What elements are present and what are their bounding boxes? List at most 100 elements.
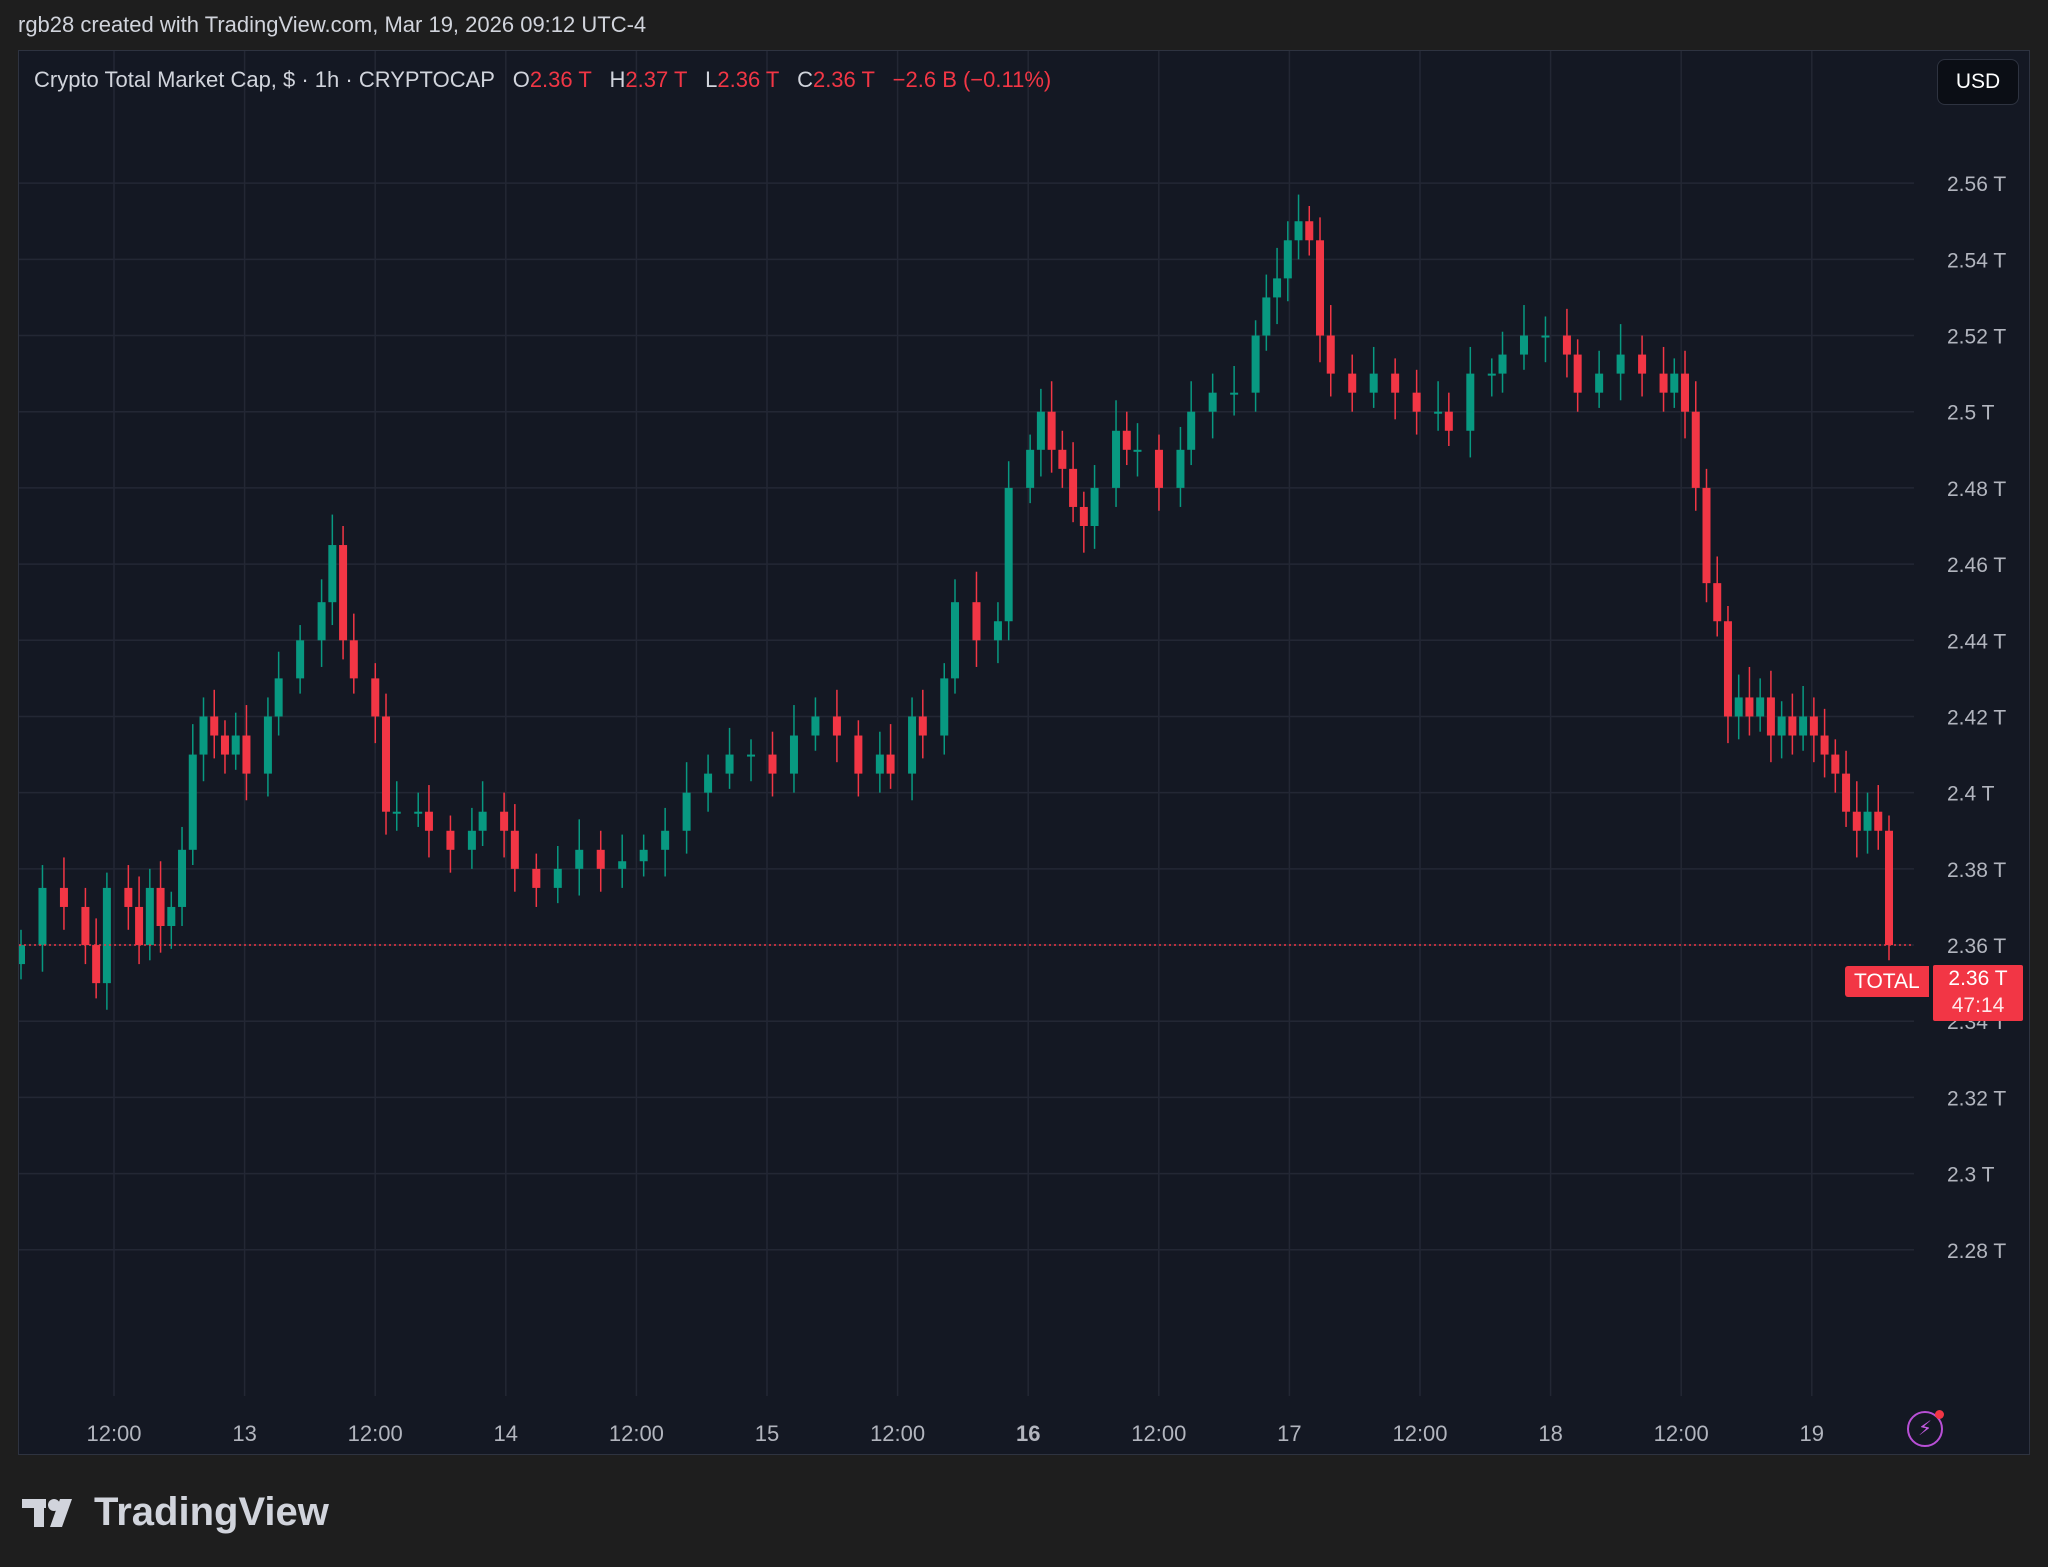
candle — [618, 834, 627, 888]
candle — [1026, 434, 1035, 504]
candle — [1112, 400, 1121, 507]
candle — [832, 689, 841, 763]
candle — [1659, 346, 1668, 412]
candle — [81, 887, 90, 965]
candle — [274, 651, 283, 736]
price-tick-label: 2.32 T — [1947, 1087, 2006, 1110]
candle — [199, 697, 208, 782]
candle — [1498, 331, 1507, 393]
time-axis[interactable]: 12:00 13 12:00 14 12:00 15 12:00 16 12:00 17 12:00… — [86, 1421, 1824, 1446]
candle — [1294, 194, 1303, 260]
candle — [1273, 247, 1282, 325]
candles — [19, 194, 1893, 1010]
candle — [993, 602, 1002, 664]
tradingview-brand[interactable]: TradingView — [22, 1490, 329, 1535]
candle — [811, 697, 820, 751]
candle — [510, 804, 519, 892]
candle — [500, 792, 509, 858]
candle — [414, 792, 423, 827]
candle — [908, 697, 917, 801]
symbol-legend[interactable]: Crypto Total Market Cap, $ · 1h · CRYPTO… — [34, 67, 1051, 93]
candle — [1799, 686, 1808, 751]
candle — [1262, 274, 1271, 351]
candle — [1723, 606, 1732, 744]
price-tick-label: 2.5 T — [1947, 402, 1995, 425]
candle — [1391, 358, 1400, 420]
candle — [1326, 305, 1335, 397]
notification-dot — [1935, 1410, 1944, 1419]
candle — [135, 876, 144, 965]
candle — [972, 571, 981, 667]
bar-countdown: 47:14 — [1951, 994, 2005, 1017]
candle — [446, 815, 455, 873]
candle — [1691, 381, 1700, 511]
candle — [1852, 781, 1861, 858]
time-tick-label: 12:00 — [1392, 1421, 1447, 1446]
candle — [1756, 678, 1765, 732]
candle — [1487, 358, 1496, 397]
candle — [886, 724, 895, 789]
candle — [639, 834, 648, 877]
change-value: −2.6 B (−0.11%) — [892, 67, 1052, 92]
price-tick-label: 2.36 T — [1947, 935, 2006, 958]
candle — [1004, 461, 1013, 641]
low-value: 2.36 T — [717, 67, 779, 92]
candle — [1863, 792, 1872, 854]
close-label: C — [797, 67, 813, 92]
candle — [1154, 434, 1163, 511]
candle — [1251, 320, 1260, 412]
chart-panel[interactable]: 2.56 T 2.54 T 2.52 T 2.5 T 2.48 T 2.46 T 2.44 … — [18, 50, 2030, 1455]
candle — [1638, 335, 1647, 397]
candle — [1573, 339, 1582, 412]
candle — [210, 689, 219, 759]
candle — [1595, 350, 1604, 408]
candle — [1187, 381, 1196, 466]
candle — [575, 819, 584, 896]
tradingview-logo-icon — [22, 1497, 80, 1529]
candle — [1434, 381, 1443, 431]
candle — [1348, 354, 1357, 412]
time-tick-label: 12:00 — [870, 1421, 925, 1446]
price-tick-label: 2.56 T — [1947, 173, 2006, 196]
candle — [1466, 346, 1475, 458]
candle — [167, 891, 176, 949]
candle — [1230, 366, 1239, 416]
candle — [424, 785, 433, 858]
candle — [1885, 815, 1893, 961]
candle — [220, 720, 229, 774]
price-tick-label: 2.42 T — [1947, 706, 2006, 729]
candle — [1541, 316, 1550, 363]
chart-credit: rgb28 created with TradingView.com, Mar … — [18, 12, 647, 37]
candle — [532, 853, 541, 907]
candle — [92, 918, 101, 999]
brand-name: TradingView — [94, 1490, 329, 1534]
candle — [1047, 381, 1056, 473]
candle — [789, 705, 798, 793]
candle — [1713, 556, 1722, 637]
candlestick-chart[interactable]: 2.56 T 2.54 T 2.52 T 2.5 T 2.48 T 2.46 T 2.44 … — [19, 51, 2031, 1456]
time-tick-label: 12:00 — [1654, 1421, 1709, 1446]
lightning-bolt-icon[interactable]: ⚡ — [1907, 1410, 1944, 1447]
candle — [940, 663, 949, 755]
candle — [596, 830, 605, 892]
candle — [1788, 693, 1797, 755]
candle — [1079, 491, 1088, 553]
candle — [1369, 346, 1378, 408]
candle — [1090, 465, 1099, 549]
price-axis[interactable]: 2.56 T 2.54 T 2.52 T 2.5 T 2.48 T 2.46 T 2.44 … — [1947, 173, 2006, 1263]
time-tick-label: 12:00 — [86, 1421, 141, 1446]
time-tick-label: 14 — [494, 1421, 518, 1446]
candle — [1058, 430, 1067, 488]
candle — [1133, 423, 1142, 477]
time-tick-label: 15 — [755, 1421, 779, 1446]
time-tick-label: 12:00 — [1131, 1421, 1186, 1446]
candle — [1745, 666, 1754, 736]
candle — [1842, 750, 1851, 827]
candle — [178, 826, 187, 926]
grid-lines — [19, 51, 1914, 1396]
time-tick-label: 16 — [1016, 1421, 1040, 1446]
currency-button[interactable]: USD — [1937, 59, 2019, 105]
candle — [682, 762, 691, 854]
candle — [918, 689, 927, 759]
high-value: 2.37 T — [625, 67, 687, 92]
